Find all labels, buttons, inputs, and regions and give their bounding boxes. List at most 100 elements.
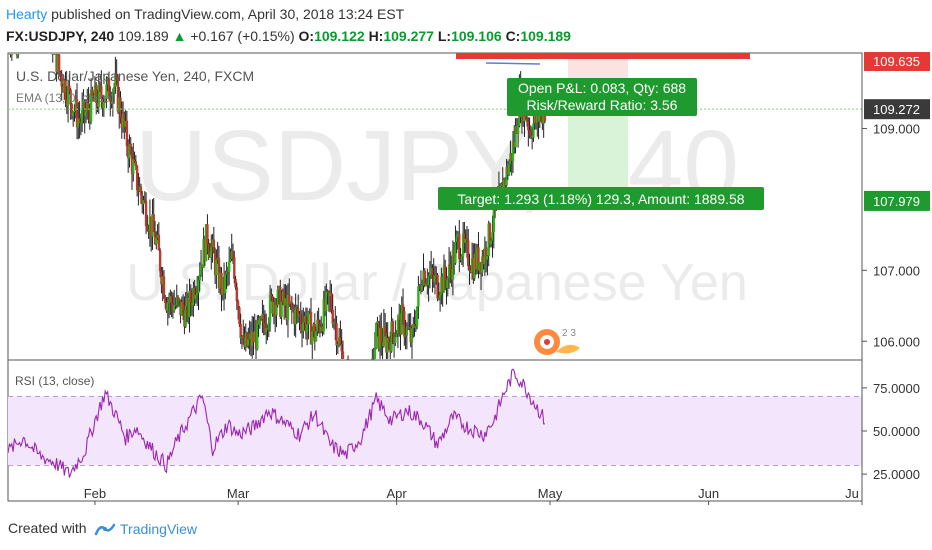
- candle-body: [115, 73, 118, 78]
- candle-body: [100, 86, 103, 99]
- candle-body: [128, 143, 131, 159]
- candle-body: [265, 328, 268, 333]
- candle-body: [451, 250, 455, 280]
- candle-body: [312, 324, 315, 332]
- candle-body: [143, 199, 146, 201]
- candle-body: [52, 54, 56, 55]
- candle-body: [460, 256, 464, 261]
- candle-body: [281, 291, 285, 302]
- candle-body: [213, 253, 217, 276]
- candle-body: [538, 116, 542, 122]
- candle-body: [468, 266, 471, 271]
- candle-body: [86, 102, 89, 111]
- chart-canvas[interactable]: USDJPY, 240 U.S. Dollar / Japanese Yen R…: [0, 52, 932, 507]
- rsi-label: RSI (13, close): [15, 374, 94, 388]
- candle-body: [492, 205, 496, 233]
- candle-body: [121, 113, 125, 128]
- candle-body: [233, 257, 236, 279]
- ema-label: EMA (13, 0, close): [16, 91, 114, 105]
- candle-body: [483, 247, 487, 265]
- candle-body: [175, 296, 178, 306]
- candle-body: [514, 125, 517, 148]
- candle-body: [341, 351, 345, 359]
- candle-body: [105, 84, 108, 99]
- candle-body: [284, 298, 287, 306]
- candle-body: [465, 239, 469, 241]
- event-icon[interactable]: 2 3: [534, 328, 580, 355]
- target-box[interactable]: [438, 187, 764, 210]
- candle-body: [328, 292, 332, 297]
- candle-body: [158, 250, 162, 272]
- candle-body: [541, 110, 544, 124]
- candle-body: [82, 100, 85, 109]
- candle-body: [238, 307, 241, 325]
- candle-body: [403, 311, 406, 337]
- candle-body: [282, 291, 286, 306]
- candle-body: [210, 247, 213, 258]
- candle-body: [229, 259, 232, 262]
- candle-body: [102, 101, 106, 109]
- candle-body: [170, 295, 173, 304]
- candle-body: [390, 321, 393, 352]
- candle-body: [156, 234, 159, 238]
- candle-body: [280, 301, 283, 317]
- time-axis[interactable]: Feb Mar Apr May Jun Ju: [84, 486, 863, 505]
- candle-body: [201, 264, 204, 268]
- candle-body: [270, 294, 273, 297]
- price-label-target: [864, 190, 930, 211]
- candle-body: [413, 324, 416, 328]
- candle-body: [542, 110, 545, 124]
- candle-body: [250, 332, 254, 346]
- candle-body: [189, 291, 193, 303]
- pnl-box[interactable]: [507, 78, 697, 116]
- candle-body: [511, 142, 515, 161]
- candle-body: [381, 342, 384, 347]
- candle-body: [308, 311, 311, 313]
- candle-body: [239, 324, 242, 339]
- candle-body: [504, 180, 507, 186]
- candle-body: [433, 275, 437, 282]
- candle-body: [78, 118, 81, 123]
- candle-body: [427, 275, 430, 286]
- candle-body: [401, 304, 405, 312]
- candle-body: [279, 287, 282, 317]
- candle-body: [488, 223, 492, 245]
- change-value: +0.167 (+0.15%): [190, 28, 295, 44]
- candle-body: [267, 322, 271, 330]
- candle-body: [129, 143, 132, 154]
- candle-body: [199, 264, 203, 276]
- rsi-axis[interactable]: 75.0000 50.0000 25.0000: [862, 381, 920, 482]
- candle-body: [133, 159, 136, 162]
- stop-bar: [456, 53, 750, 59]
- candle-body: [17, 54, 20, 55]
- candle-body: [55, 54, 58, 73]
- candle-body: [119, 97, 122, 118]
- candle-body: [247, 339, 250, 346]
- author-link[interactable]: Hearty: [6, 6, 48, 22]
- candle-body: [263, 323, 267, 333]
- candle-body: [394, 337, 397, 344]
- candle-body: [151, 214, 154, 237]
- tradingview-brand[interactable]: TradingView: [94, 518, 197, 540]
- candle-body: [120, 117, 123, 128]
- candle-body: [252, 332, 255, 343]
- candle-body: [63, 80, 66, 93]
- candle-body: [391, 321, 395, 334]
- candle-body: [162, 276, 166, 298]
- candle-body: [87, 102, 90, 111]
- price-axis[interactable]: 109.000 107.000 106.000 109.635 109.272 107.9…: [861, 52, 932, 501]
- candle-body: [322, 298, 325, 332]
- candle-body: [148, 216, 152, 232]
- candle-body: [118, 97, 121, 112]
- candle-body: [432, 275, 435, 282]
- candle-body: [302, 322, 305, 332]
- candle-body: [467, 240, 470, 267]
- candle-body: [176, 296, 180, 300]
- candle-body: [166, 302, 170, 312]
- low-value: 109.106: [451, 28, 502, 44]
- candle-body: [198, 275, 201, 281]
- last-price: 109.189: [118, 28, 169, 44]
- candle-body: [505, 166, 508, 186]
- candle-body: [303, 316, 306, 323]
- symbol-label: FX:USDJPY, 240: [6, 28, 115, 44]
